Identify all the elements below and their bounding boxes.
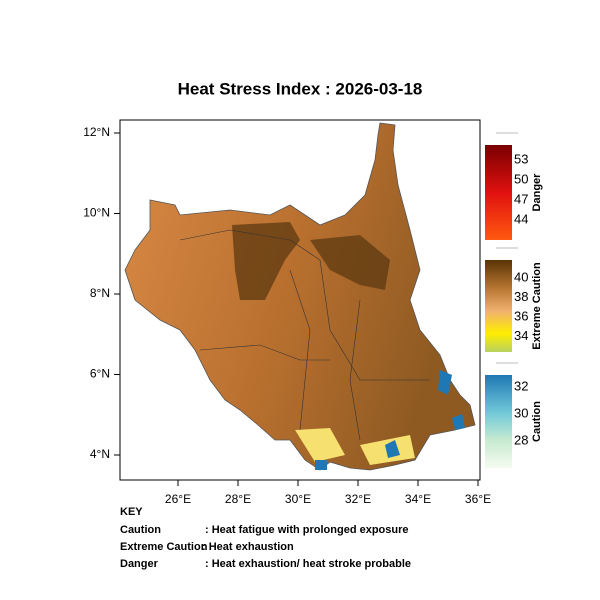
legend-label: 47 <box>514 191 528 206</box>
color-bar <box>485 375 512 468</box>
country-shape <box>124 122 476 471</box>
x-tick-label: 32°E <box>345 492 371 506</box>
map-frame <box>119 119 481 481</box>
legend-label: 30 <box>514 405 528 420</box>
key-term: Danger <box>120 558 159 570</box>
legend-label: 32 <box>514 378 528 393</box>
legend-label: 53 <box>514 151 528 166</box>
legend-title: Danger <box>531 173 543 212</box>
x-tick-label: 26°E <box>165 492 191 506</box>
legend-label: 36 <box>514 308 528 323</box>
legend-label: 50 <box>514 171 528 186</box>
y-tick-label: 10°N <box>83 206 110 220</box>
color-bar <box>485 145 512 240</box>
legend-label: 34 <box>514 328 528 343</box>
y-tick-label: 8°N <box>90 286 110 300</box>
key-description: : Heat exhaustion <box>202 541 294 553</box>
key-description: : Heat fatigue with prolonged exposure <box>205 524 409 536</box>
legend-title: Caution <box>531 401 543 442</box>
legend-label: 40 <box>514 269 528 284</box>
legend-title: Extreme Caution <box>531 262 543 350</box>
legend-label: 38 <box>514 289 528 304</box>
legend-label: 44 <box>514 211 528 226</box>
color-bar <box>485 260 512 352</box>
key-description: : Heat exhaustion/ heat stroke probable <box>205 558 411 570</box>
x-tick-label: 36°E <box>465 492 491 506</box>
key-term: Caution <box>120 524 161 536</box>
x-tick-label: 28°E <box>225 492 251 506</box>
x-tick-label: 30°E <box>285 492 311 506</box>
x-tick-label: 34°E <box>405 492 431 506</box>
legend-label: 28 <box>514 432 528 447</box>
y-tick-label: 12°N <box>83 125 110 139</box>
map-title: Heat Stress Index : 2026-03-18 <box>178 79 423 98</box>
y-tick-label: 6°N <box>90 367 110 381</box>
y-tick-label: 4°N <box>90 447 110 461</box>
key-term: Extreme Caution <box>120 541 208 553</box>
key-title: KEY <box>120 506 143 518</box>
